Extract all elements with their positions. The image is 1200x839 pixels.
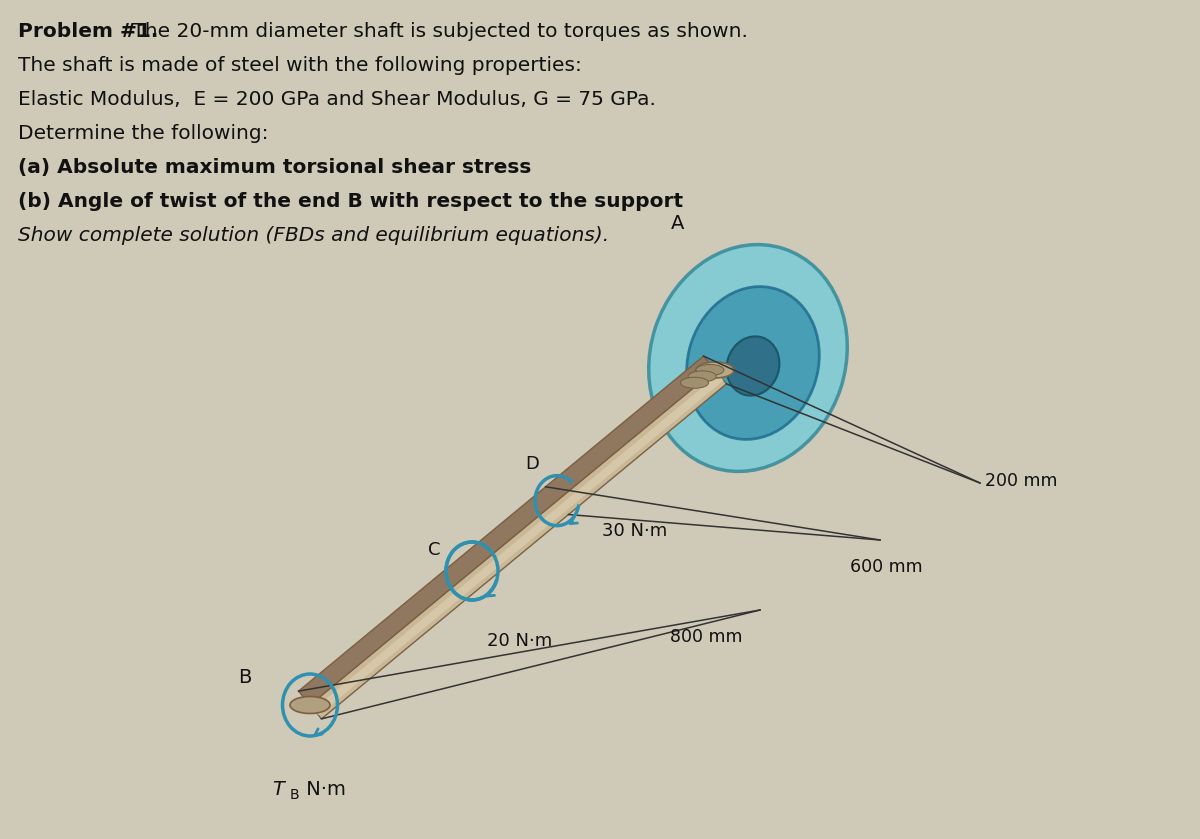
Text: T: T	[272, 780, 284, 799]
Text: The shaft is made of steel with the following properties:: The shaft is made of steel with the foll…	[18, 56, 582, 75]
Polygon shape	[310, 370, 726, 719]
Text: Determine the following:: Determine the following:	[18, 124, 269, 143]
Text: A: A	[671, 214, 685, 233]
Text: Elastic Modulus,  E = 200 GPa and Shear Modulus, G = 75 GPa.: Elastic Modulus, E = 200 GPa and Shear M…	[18, 90, 656, 109]
Text: The 20-mm diameter shaft is subjected to torques as shown.: The 20-mm diameter shaft is subjected to…	[126, 22, 748, 41]
Text: 800 mm: 800 mm	[670, 628, 743, 646]
Ellipse shape	[726, 336, 780, 396]
Text: D: D	[526, 455, 539, 472]
Text: (a) Absolute maximum torsional shear stress: (a) Absolute maximum torsional shear str…	[18, 158, 532, 177]
Ellipse shape	[680, 378, 708, 388]
Text: 200 mm: 200 mm	[985, 472, 1057, 490]
Ellipse shape	[649, 244, 847, 472]
Ellipse shape	[696, 364, 724, 376]
Polygon shape	[299, 356, 715, 705]
Polygon shape	[313, 374, 724, 716]
Text: C: C	[427, 541, 440, 559]
Ellipse shape	[686, 287, 820, 440]
Text: 20 N·m: 20 N·m	[487, 632, 552, 650]
Text: 30 N·m: 30 N·m	[602, 522, 667, 539]
Ellipse shape	[689, 371, 716, 382]
Text: N·m: N·m	[300, 780, 346, 799]
Text: 600 mm: 600 mm	[850, 558, 923, 576]
Text: B: B	[290, 788, 300, 802]
Text: (b) Angle of twist of the end B with respect to the support: (b) Angle of twist of the end B with res…	[18, 192, 683, 211]
Text: Show complete solution (FBDs and equilibrium equations).: Show complete solution (FBDs and equilib…	[18, 226, 610, 245]
Ellipse shape	[290, 696, 330, 713]
Ellipse shape	[696, 362, 734, 378]
Text: B: B	[239, 668, 252, 687]
Text: Problem #1.: Problem #1.	[18, 22, 158, 41]
